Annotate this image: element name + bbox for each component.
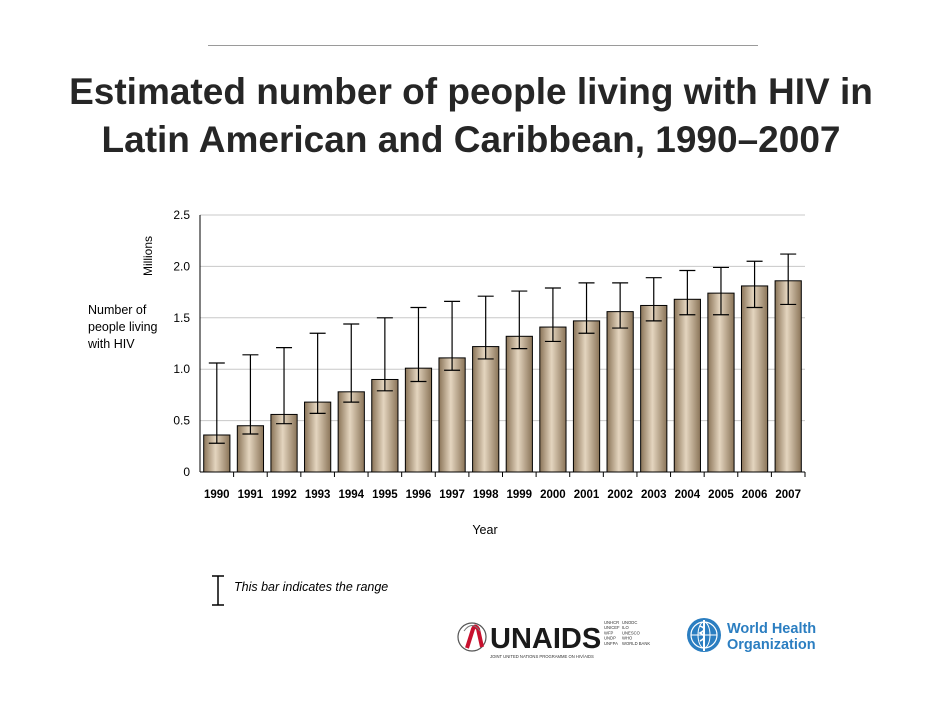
bar-1995 xyxy=(371,378,399,473)
y-axis-label: Number of people living with HIV xyxy=(88,303,158,351)
x-tick-label-2003: 2003 xyxy=(641,489,667,501)
bar-2002 xyxy=(606,311,634,473)
range-bar-2002 xyxy=(612,282,629,329)
range-bar-1996 xyxy=(410,306,427,383)
who-name-line-1: World Health xyxy=(727,621,816,637)
range-bar-2007 xyxy=(780,253,797,306)
unaids-cosponsor: ILO xyxy=(622,625,629,630)
unaids-tagline: JOINT UNITED NATIONS PROGRAMME ON HIV/AI… xyxy=(490,654,594,659)
range-bar-1990 xyxy=(208,362,225,444)
x-tick-label-2006: 2006 xyxy=(742,489,768,501)
y-tick-label: 0 xyxy=(183,465,190,479)
range-bar-1993 xyxy=(309,332,326,415)
chart-title: Estimated number of people living with H… xyxy=(0,68,942,164)
range-bar-1999 xyxy=(511,290,528,350)
unaids-wordmark: UNAIDS xyxy=(490,623,601,655)
gridlines xyxy=(200,214,805,422)
range-bar-2001 xyxy=(578,282,595,334)
y-tick-label: 0.5 xyxy=(173,414,190,428)
chart-title-line-1: Estimated number of people living with H… xyxy=(69,71,873,112)
range-bar-icon xyxy=(212,575,224,606)
y-tick-label: 1.0 xyxy=(173,362,190,376)
range-bar-2003 xyxy=(645,277,662,322)
x-tick-label-1993: 1993 xyxy=(305,489,331,501)
bar-2001 xyxy=(572,320,601,473)
range-legend-text: This bar indicates the range xyxy=(234,580,389,594)
bar-2005 xyxy=(707,292,735,473)
x-tick-label-1997: 1997 xyxy=(439,489,465,501)
range-bar-1992 xyxy=(276,347,293,425)
y-tick-labels: 0 0.5 1.0 1.5 2.0 2.5 xyxy=(173,208,190,479)
unaids-cosponsor: WORLD BANK xyxy=(622,641,650,646)
unaids-cosponsor: UNODC xyxy=(622,620,637,625)
x-axis-label: Year xyxy=(472,523,498,537)
unaids-cosponsor: UNDP xyxy=(604,636,616,641)
unaids-logo: UNAIDS JOINT UNITED NATIONS PROGRAMME ON… xyxy=(457,620,650,659)
x-tick-label-1996: 1996 xyxy=(406,489,432,501)
top-divider xyxy=(208,45,758,46)
range-bar-1998 xyxy=(477,295,494,360)
axes xyxy=(199,215,806,477)
range-bar-1994 xyxy=(343,323,360,403)
unaids-cosponsor: WHO xyxy=(622,636,633,641)
x-tick-label-2000: 2000 xyxy=(540,489,566,501)
unaids-cosponsor: WFP xyxy=(604,630,614,635)
who-emblem xyxy=(687,618,721,652)
bar-1998 xyxy=(472,346,500,473)
bar-2000 xyxy=(539,326,567,473)
x-tick-label-1999: 1999 xyxy=(507,489,533,501)
y-tick-label: 2.0 xyxy=(173,259,190,273)
range-bar-1991 xyxy=(242,354,259,435)
range-bar-1995 xyxy=(376,317,393,392)
y-tick-label: 2.5 xyxy=(173,208,190,222)
error-bars xyxy=(208,253,797,444)
who-logo: World Health Organization xyxy=(687,618,816,653)
unaids-cosponsor: UNICEF xyxy=(604,625,620,630)
bar-1997 xyxy=(438,357,466,473)
unaids-cosponsor: UNFPA xyxy=(604,641,618,646)
y-units-label: Millions xyxy=(141,235,155,276)
bars xyxy=(203,280,802,473)
x-tick-label-2004: 2004 xyxy=(675,489,701,501)
x-tick-label-2002: 2002 xyxy=(607,489,633,501)
x-tick-label-1994: 1994 xyxy=(338,489,364,501)
bar-1996 xyxy=(404,367,433,473)
unaids-cosponsor: UNESCO xyxy=(622,630,641,635)
unaids-cosponsor: UNHCR xyxy=(604,620,619,625)
y-tick-label: 1.5 xyxy=(173,311,190,325)
x-tick-label-1991: 1991 xyxy=(238,489,264,501)
x-tick-label-1990: 1990 xyxy=(204,489,230,501)
x-tick-label-2007: 2007 xyxy=(775,489,801,501)
range-bar-2004 xyxy=(679,269,696,316)
x-tick-label-2001: 2001 xyxy=(574,489,600,501)
unaids-ribbon-emblem xyxy=(457,622,487,652)
x-tick-labels: 1990 1991 1992 1993 1994 1995 1996 1997 1998 1999… xyxy=(204,489,801,501)
bar-2006 xyxy=(740,285,769,473)
bar-2003 xyxy=(640,304,668,473)
bar-1994 xyxy=(337,391,365,473)
x-tick-label-2005: 2005 xyxy=(708,489,734,501)
bar-1999 xyxy=(505,335,533,473)
range-bar-2005 xyxy=(712,266,729,316)
range-bar-1997 xyxy=(444,300,461,371)
x-tick-label-1998: 1998 xyxy=(473,489,499,501)
range-bar-2000 xyxy=(544,287,561,343)
bar-2007 xyxy=(774,280,802,473)
x-tick-label-1995: 1995 xyxy=(372,489,398,501)
bar-2004 xyxy=(673,298,701,473)
who-name-line-2: Organization xyxy=(727,637,816,653)
range-bar-2006 xyxy=(746,260,763,309)
x-tick-label-1992: 1992 xyxy=(271,489,297,501)
chart-title-line-2: Latin American and Caribbean, 1990–2007 xyxy=(101,119,841,160)
